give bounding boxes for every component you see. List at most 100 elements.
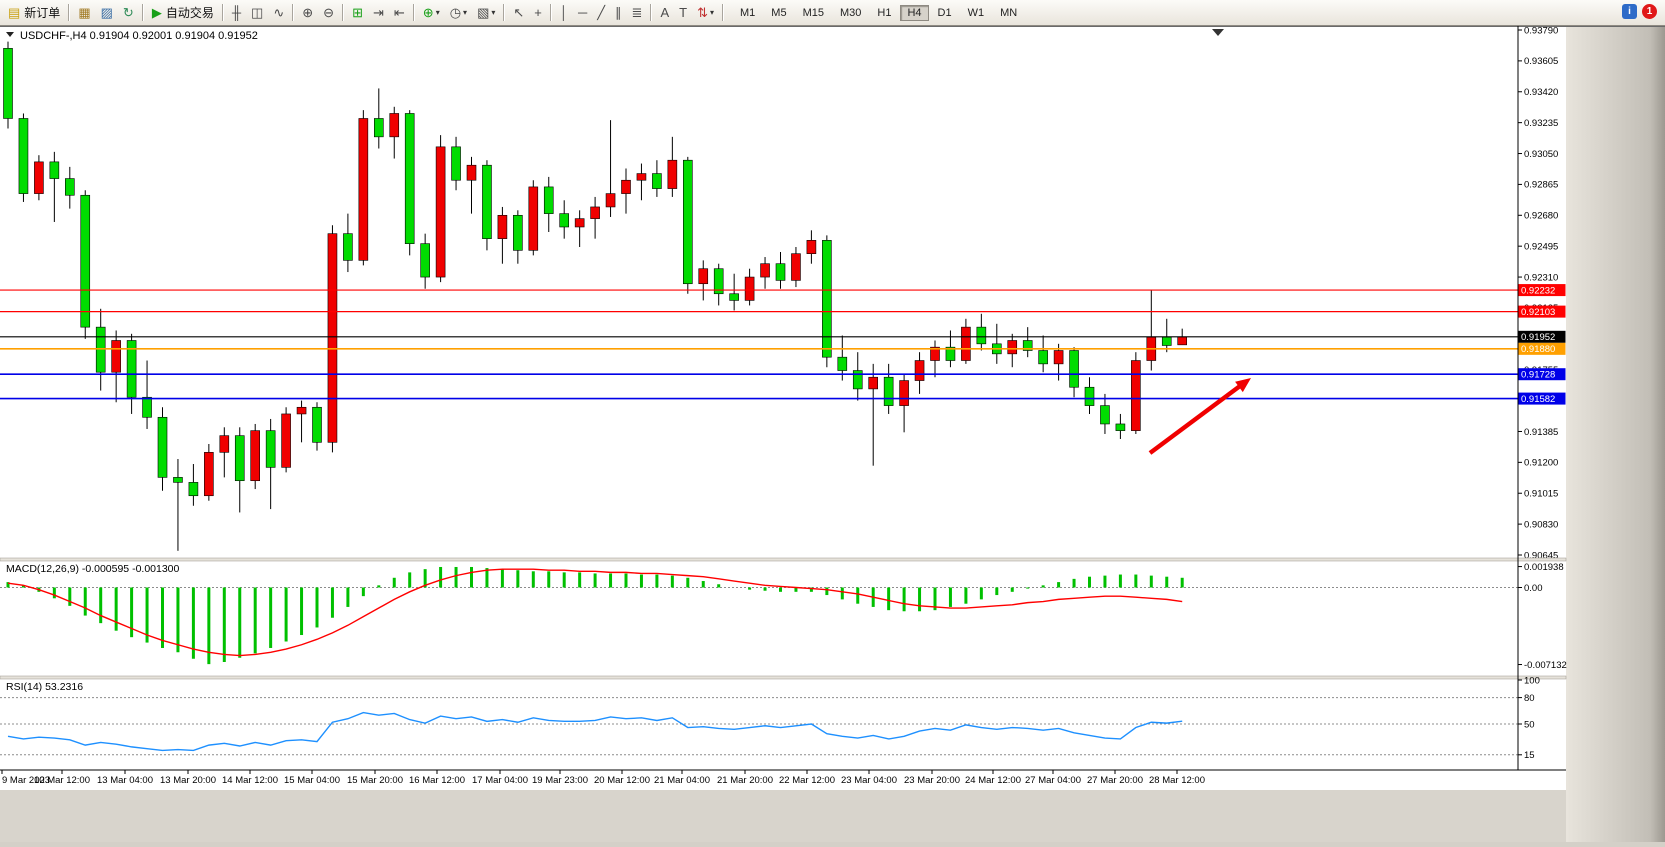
periods-button[interactable]: ◷ ▾ [446,2,471,24]
timeframe-button-m30[interactable]: M30 [839,6,862,19]
new-order-button[interactable]: ▤ 新订单 [4,2,64,24]
price-line-label: 0.91952 [1518,330,1566,343]
price-tick-label: 0.93235 [1524,118,1558,129]
indicators-button[interactable]: ⊕ ▾ [419,2,444,24]
chevron-down-icon[interactable]: ▾ [463,8,468,17]
channel-icon[interactable]: ∥ [611,2,626,24]
arrows-button[interactable]: ⇅ ▾ [693,2,718,24]
timeframe-button-m5[interactable]: M5 [771,6,787,19]
text-icon: A [660,5,670,20]
svg-text:0.91952: 0.91952 [1521,332,1555,343]
cursor-icon: ↖ [513,5,525,20]
collapse-chart-icon[interactable] [6,32,14,37]
chart-canvas[interactable]: 0.93790 0.93605 0.93420 0.93235 0.93050 0.928… [0,25,1665,842]
candles [3,41,1187,551]
price-line-label: 0.91582 [1518,392,1566,405]
line-chart-icon: ∿ [273,5,285,20]
text-label-icon[interactable]: T [675,2,691,24]
toolbar-separator [650,4,653,21]
chart-window: 0.93790 0.93605 0.93420 0.93235 0.93050 0.928… [0,25,1665,842]
timeframe-button-mn[interactable]: MN [1000,6,1018,19]
macd-axis-label: 0.00 [1524,583,1543,594]
zoom-out-icon[interactable]: ⊖ [319,2,338,24]
vertical-line-icon[interactable]: │ [556,2,572,24]
timeframe-button-m15[interactable]: M15 [802,6,824,19]
auto-trading-button: ▶ [151,5,162,20]
price-line-label: 0.92232 [1518,284,1566,296]
time-tick-label: 24 Mar 12:00 [965,775,1021,786]
bottom-gutter [0,790,1566,842]
chart-window-icon[interactable]: ▦ [74,2,94,24]
bar-chart-icon: ╫ [231,5,242,20]
chevron-down-icon[interactable]: ▾ [435,8,440,17]
crosshair-icon[interactable]: + [530,2,546,24]
price-tick-label: 0.91200 [1524,458,1558,469]
timeframe-button-m1[interactable]: M1 [740,6,756,19]
time-tick-label: 20 Mar 12:00 [594,775,650,786]
horizontal-lines[interactable] [0,289,1518,400]
timeframe-button-h1[interactable]: H1 [877,6,892,19]
text-icon[interactable]: A [656,2,673,24]
auto-trading-button[interactable]: ▶ 自动交易 [148,2,218,24]
fibonacci-icon[interactable]: ≣ [628,2,647,24]
price-tick-label: 0.91015 [1524,489,1558,500]
toolbar-separator [503,4,506,21]
time-tick-label: 9 Mar 2023 [2,775,50,786]
time-tick-label: 13 Mar 04:00 [97,775,153,786]
profiles-icon[interactable]: ▨ [97,2,117,24]
chevron-down-icon[interactable]: ▾ [491,8,496,17]
auto-scroll-icon[interactable]: ⇥ [369,2,388,24]
chart-shift-marker[interactable] [1212,29,1224,36]
line-chart-icon[interactable]: ∿ [269,2,288,24]
candlestick-chart-icon: ◫ [251,5,264,20]
zoom-in-icon: ⊕ [302,5,314,20]
time-tick-label: 10 Mar 12:00 [34,775,90,786]
time-tick-label: 28 Mar 12:00 [1149,775,1205,786]
crosshair-icon: + [534,5,542,20]
chevron-down-icon[interactable]: ▾ [709,8,714,17]
time-tick-label: 22 Mar 12:00 [779,775,835,786]
chart-shift-icon[interactable]: ⇤ [390,2,409,24]
toolbar-separator [68,4,71,21]
price-tick-label: 0.90645 [1524,550,1558,561]
main-toolbar: ▤ 新订单 ▦ ▨ ↻ ▶ 自动交易 ╫ ◫ ∿ ⊕ ⊖ ⊞ ⇥ ⇤ ⊕ ▾ ◷ ▾ ▧ ▾ ↖ + │ ─ ╱ ∥ ≣ A T ⇅ ▾ M1 M… [0,0,1665,26]
periods-button: ◷ [449,5,462,20]
notification-badge[interactable]: 1 [1642,4,1657,19]
time-tick-label: 21 Mar 04:00 [654,775,710,786]
pane-separator[interactable] [0,557,1567,562]
fibonacci-icon: ≣ [631,5,643,20]
trendline-icon[interactable]: ╱ [593,2,609,24]
time-tick-label: 16 Mar 12:00 [409,775,465,786]
svg-text:0.92103: 0.92103 [1521,307,1555,318]
toolbar-separator [141,4,144,21]
timeframe-button-h4[interactable]: H4 [900,4,929,21]
time-tick-label: 21 Mar 20:00 [717,775,773,786]
price-tick-label: 0.92495 [1524,241,1558,252]
tile-windows-icon[interactable]: ⊞ [348,2,367,24]
rsi-axis-label: 15 [1524,750,1535,761]
time-tick-label: 19 Mar 23:00 [532,775,588,786]
time-tick-label: 23 Mar 04:00 [841,775,897,786]
timeframe-button-w1[interactable]: W1 [967,6,985,19]
chart-title: USDCHF-,H4 0.91904 0.92001 0.91904 0.919… [20,30,258,42]
time-tick-label: 15 Mar 04:00 [284,775,340,786]
zoom-out-icon: ⊖ [323,5,335,20]
cursor-icon[interactable]: ↖ [509,2,528,24]
time-tick-label: 27 Mar 20:00 [1087,775,1143,786]
candlestick-chart-icon[interactable]: ◫ [247,2,267,24]
zoom-in-icon[interactable]: ⊕ [298,2,317,24]
timeframe-button-d1[interactable]: D1 [937,6,952,19]
horizontal-line-icon: ─ [578,5,588,20]
chart-window-icon: ▦ [78,5,91,20]
bar-chart-icon[interactable]: ╫ [228,2,245,24]
horizontal-line-icon[interactable]: ─ [574,2,591,24]
message-icon[interactable]: i [1622,4,1637,19]
templates-button[interactable]: ▧ ▾ [473,2,499,24]
pane-separator[interactable] [0,675,1567,680]
refresh-icon[interactable]: ↻ [119,2,138,24]
macd-histogram [6,566,1184,665]
price-tick-label: 0.93420 [1524,87,1558,98]
time-tick-label: 14 Mar 12:00 [222,775,278,786]
annotation-arrow[interactable] [1148,378,1251,455]
chart-background [0,26,1566,790]
